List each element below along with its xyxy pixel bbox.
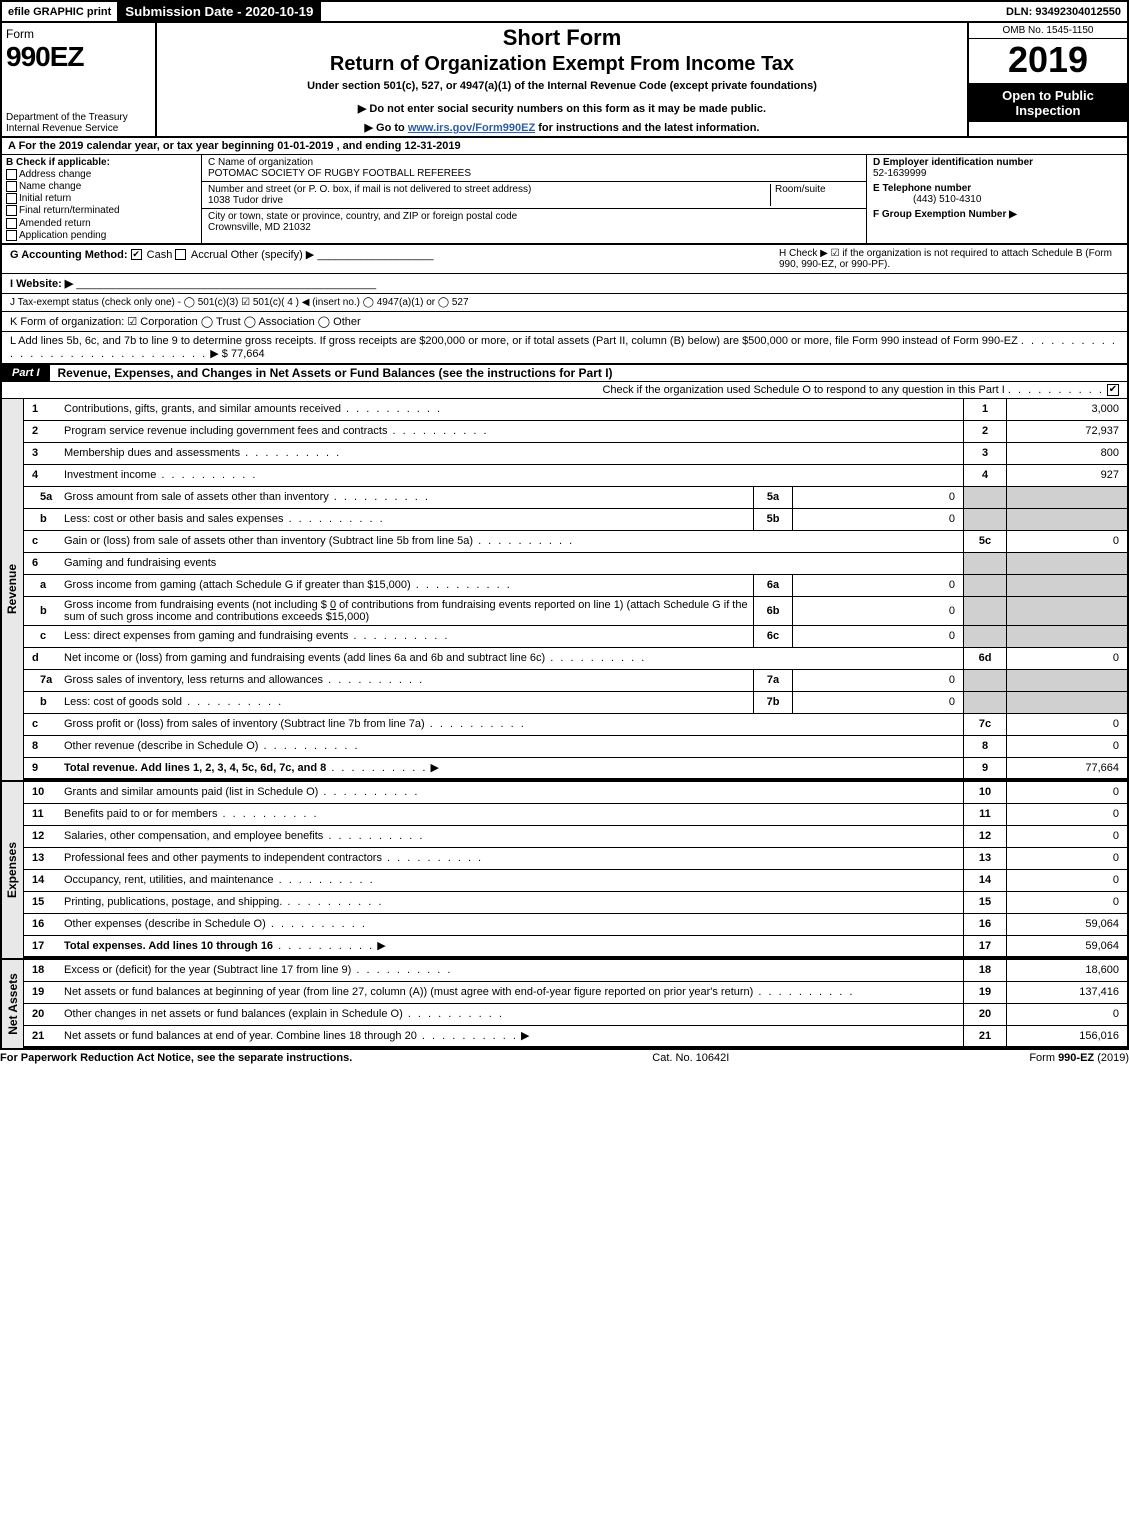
line-5b: b Less: cost or other basis and sales ex… bbox=[24, 509, 1127, 531]
line-13: 13 Professional fees and other payments … bbox=[24, 848, 1127, 870]
expenses-section: Expenses 10 Grants and similar amounts p… bbox=[2, 782, 1127, 960]
irs-label: Internal Revenue Service bbox=[6, 123, 151, 134]
omb-number: OMB No. 1545-1150 bbox=[969, 23, 1127, 39]
phone-value: (443) 510-4310 bbox=[873, 194, 981, 205]
city-value: Crownsville, MD 21032 bbox=[208, 222, 860, 233]
col-d: D Employer identification number 52-1639… bbox=[867, 155, 1127, 243]
line-i: I Website: ▶ ___________________________… bbox=[2, 274, 1127, 294]
line-14: 14 Occupancy, rent, utilities, and maint… bbox=[24, 870, 1127, 892]
line-j: J Tax-exempt status (check only one) - ◯… bbox=[2, 294, 1127, 312]
org-name: POTOMAC SOCIETY OF RUGBY FOOTBALL REFERE… bbox=[208, 168, 860, 179]
line-3: 3 Membership dues and assessments 3 800 bbox=[24, 443, 1127, 465]
street-label: Number and street (or P. O. box, if mail… bbox=[208, 184, 770, 195]
group-exemption-label: F Group Exemption Number ▶ bbox=[873, 209, 1017, 220]
footer-center: Cat. No. 10642I bbox=[652, 1052, 729, 1064]
form-header: Form 990EZ Department of the Treasury In… bbox=[2, 23, 1127, 138]
org-name-label: C Name of organization bbox=[208, 157, 860, 168]
line-1: 1 Contributions, gifts, grants, and simi… bbox=[24, 399, 1127, 421]
goto-link[interactable]: www.irs.gov/Form990EZ bbox=[408, 122, 535, 134]
line-21: 21 Net assets or fund balances at end of… bbox=[24, 1026, 1127, 1048]
netassets-side-label: Net Assets bbox=[6, 973, 20, 1035]
line-11: 11 Benefits paid to or for members 11 0 bbox=[24, 804, 1127, 826]
line-16: 16 Other expenses (describe in Schedule … bbox=[24, 914, 1127, 936]
col-b: B Check if applicable: Address change Na… bbox=[2, 155, 202, 243]
line-10: 10 Grants and similar amounts paid (list… bbox=[24, 782, 1127, 804]
line-15: 15 Printing, publications, postage, and … bbox=[24, 892, 1127, 914]
col-b-title: B Check if applicable: bbox=[6, 157, 110, 168]
line-20: 20 Other changes in net assets or fund b… bbox=[24, 1004, 1127, 1026]
line-6c: c Less: direct expenses from gaming and … bbox=[24, 626, 1127, 648]
efile-label[interactable]: efile GRAPHIC print bbox=[2, 4, 117, 20]
line-19: 19 Net assets or fund balances at beginn… bbox=[24, 982, 1127, 1004]
ein-value: 52-1639999 bbox=[873, 168, 926, 179]
under-section: Under section 501(c), 527, or 4947(a)(1)… bbox=[165, 80, 959, 92]
line-4: 4 Investment income 4 927 bbox=[24, 465, 1127, 487]
room-suite-label: Room/suite bbox=[770, 184, 860, 206]
phone-label: E Telephone number bbox=[873, 183, 971, 194]
line-a: A For the 2019 calendar year, or tax yea… bbox=[2, 138, 1127, 155]
return-title: Return of Organization Exempt From Incom… bbox=[165, 53, 959, 76]
line-7c: c Gross profit or (loss) from sales of i… bbox=[24, 714, 1127, 736]
netassets-section: Net Assets 18 Excess or (deficit) for th… bbox=[2, 960, 1127, 1048]
ein-label: D Employer identification number bbox=[873, 157, 1033, 168]
line-6: 6 Gaming and fundraising events bbox=[24, 553, 1127, 575]
short-form-title: Short Form bbox=[165, 25, 959, 51]
revenue-section: Revenue 1 Contributions, gifts, grants, … bbox=[2, 399, 1127, 782]
open-public: Open to Public Inspection bbox=[969, 84, 1127, 122]
top-bar: efile GRAPHIC print Submission Date - 20… bbox=[2, 2, 1127, 23]
line-7b: b Less: cost of goods sold 7b 0 bbox=[24, 692, 1127, 714]
line-5c: c Gain or (loss) from sale of assets oth… bbox=[24, 531, 1127, 553]
line-6d: d Net income or (loss) from gaming and f… bbox=[24, 648, 1127, 670]
line-6a: a Gross income from gaming (attach Sched… bbox=[24, 575, 1127, 597]
form-number: 990EZ bbox=[6, 41, 151, 73]
line-17: 17 Total expenses. Add lines 10 through … bbox=[24, 936, 1127, 958]
line-k: K Form of organization: ☑ Corporation ◯ … bbox=[2, 312, 1127, 332]
line-18: 18 Excess or (deficit) for the year (Sub… bbox=[24, 960, 1127, 982]
line-g: G Accounting Method: Cash Accrual Other … bbox=[10, 248, 779, 270]
page-footer: For Paperwork Reduction Act Notice, see … bbox=[0, 1050, 1129, 1066]
street-value: 1038 Tudor drive bbox=[208, 195, 770, 206]
part-i-header: Part I Revenue, Expenses, and Changes in… bbox=[2, 365, 1127, 382]
line-l: L Add lines 5b, 6c, and 7b to line 9 to … bbox=[2, 332, 1127, 365]
tax-year: 2019 bbox=[969, 39, 1127, 84]
dept-treasury: Department of the Treasury bbox=[6, 112, 151, 123]
line-2: 2 Program service revenue including gove… bbox=[24, 421, 1127, 443]
line-7a: 7a Gross sales of inventory, less return… bbox=[24, 670, 1127, 692]
line-12: 12 Salaries, other compensation, and emp… bbox=[24, 826, 1127, 848]
part-i-title: Revenue, Expenses, and Changes in Net As… bbox=[58, 366, 613, 380]
revenue-side-label: Revenue bbox=[6, 564, 20, 614]
line-6b: b Gross income from fundraising events (… bbox=[24, 597, 1127, 626]
do-not-enter: ▶ Do not enter social security numbers o… bbox=[165, 102, 959, 115]
dln-label: DLN: 93492304012550 bbox=[1006, 6, 1127, 18]
col-c: C Name of organization POTOMAC SOCIETY O… bbox=[202, 155, 867, 243]
part-i-label: Part I bbox=[2, 365, 50, 381]
form-word: Form bbox=[6, 27, 151, 41]
footer-left: For Paperwork Reduction Act Notice, see … bbox=[0, 1052, 352, 1064]
city-label: City or town, state or province, country… bbox=[208, 211, 860, 222]
line-9: 9 Total revenue. Add lines 1, 2, 3, 4, 5… bbox=[24, 758, 1127, 780]
line-8: 8 Other revenue (describe in Schedule O)… bbox=[24, 736, 1127, 758]
line-h: H Check ▶ ☑ if the organization is not r… bbox=[779, 248, 1119, 270]
goto-line: ▶ Go to www.irs.gov/Form990EZ for instru… bbox=[165, 121, 959, 134]
submission-date-button[interactable]: Submission Date - 2020-10-19 bbox=[117, 2, 321, 21]
part-i-check: Check if the organization used Schedule … bbox=[2, 382, 1127, 399]
footer-right: Form 990-EZ (2019) bbox=[1029, 1052, 1129, 1064]
line-5a: 5a Gross amount from sale of assets othe… bbox=[24, 487, 1127, 509]
expenses-side-label: Expenses bbox=[6, 842, 20, 898]
